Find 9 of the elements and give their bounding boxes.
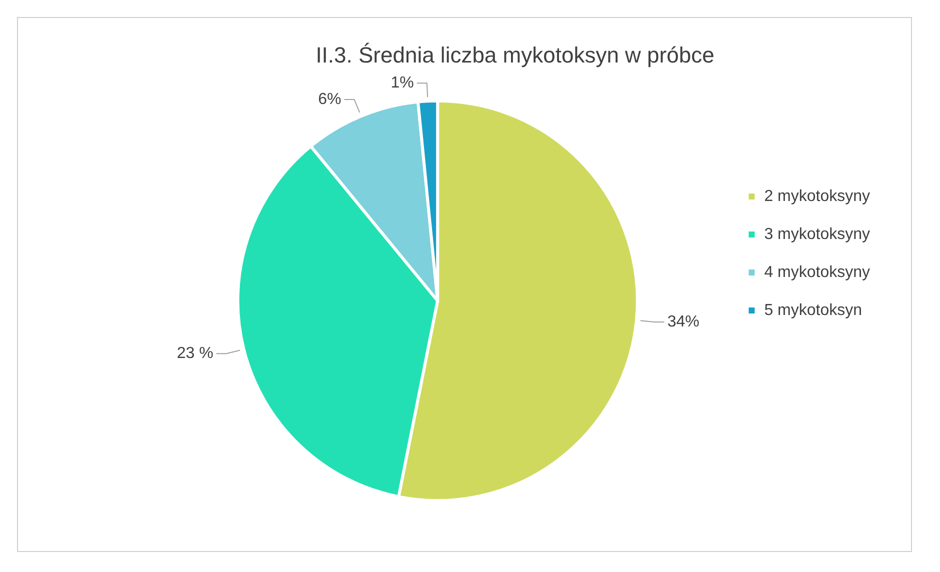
- legend-label: 3 mykotoksyny: [764, 226, 870, 243]
- chart-title: II.3. Średnia liczba mykotoksyn w próbce: [316, 42, 714, 68]
- legend-label: 2 mykotoksyny: [764, 188, 870, 205]
- legend-label: 5 mykotoksyn: [764, 302, 862, 319]
- data-label: 6%: [318, 90, 342, 108]
- data-label: 34%: [667, 313, 700, 330]
- data-label: 1%: [390, 74, 414, 92]
- data-label: 23 %: [176, 345, 214, 362]
- legend-label: 4 mykotoksyny: [764, 264, 870, 281]
